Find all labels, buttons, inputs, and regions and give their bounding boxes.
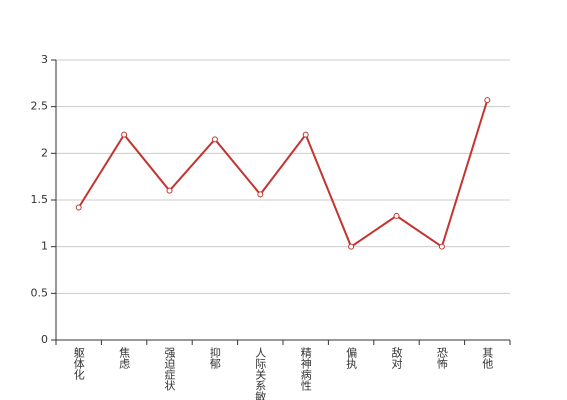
point bbox=[121, 131, 128, 138]
y-tick-label: 3 bbox=[41, 53, 48, 66]
x-tick-label: 抑郁 bbox=[208, 346, 221, 369]
y-tick-label: 1 bbox=[41, 240, 48, 253]
point bbox=[348, 243, 355, 250]
point bbox=[484, 97, 491, 104]
x-tick-label: 其他 bbox=[481, 347, 494, 369]
point bbox=[438, 243, 445, 250]
x-tick-label: 恐怖 bbox=[435, 347, 448, 369]
y-tick-label: 2 bbox=[41, 146, 48, 159]
y-tick-label: 1.5 bbox=[31, 193, 49, 206]
x-tick-label: 精神病性 bbox=[299, 347, 312, 392]
point bbox=[211, 136, 218, 143]
line bbox=[77, 99, 489, 249]
point bbox=[393, 212, 400, 219]
y-tick-label: 0 bbox=[41, 333, 48, 346]
x-tick-label: 躯体化 bbox=[72, 347, 85, 381]
x-tick-label: 敌对 bbox=[390, 346, 403, 369]
point bbox=[257, 191, 264, 198]
point bbox=[166, 187, 173, 194]
y-tick-label: 0.5 bbox=[31, 286, 49, 299]
x-tick-label: 人际关系敏感 bbox=[254, 347, 267, 400]
x-tick-label: 强迫症状 bbox=[163, 347, 176, 391]
point bbox=[75, 204, 82, 211]
x-tick-label: 偏执 bbox=[345, 346, 358, 370]
x-tick-label: 焦虑 bbox=[118, 347, 131, 369]
point bbox=[302, 131, 309, 138]
y-tick-label: 2.5 bbox=[31, 100, 49, 113]
